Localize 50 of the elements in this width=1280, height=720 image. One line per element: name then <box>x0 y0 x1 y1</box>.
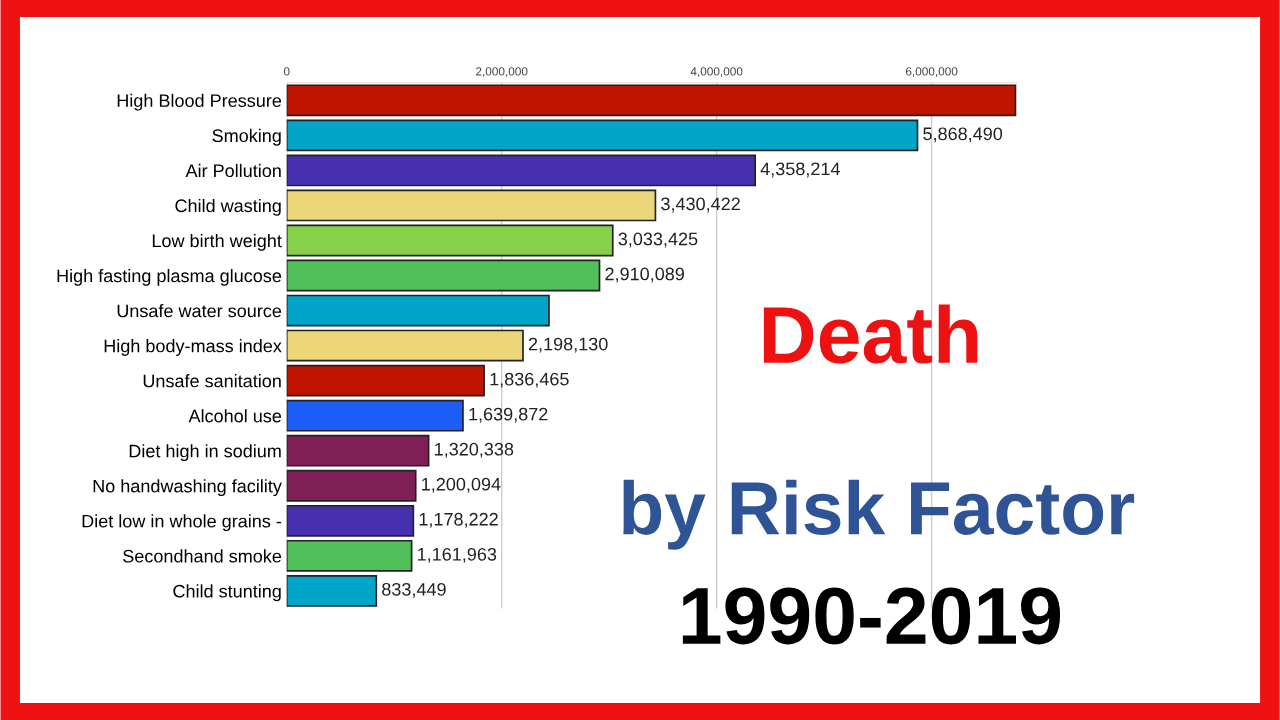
y-tick-label: High fasting plasma glucose <box>57 268 282 286</box>
bar <box>286 399 464 432</box>
data-label: 1,320,338 <box>435 442 514 458</box>
y-tick-label: High body-mass index <box>104 339 282 356</box>
y-tick-label: High Blood Pressure <box>117 93 282 111</box>
data-label: 1,836,465 <box>490 372 569 388</box>
bar <box>286 154 756 187</box>
x-tick-label: 2,000,000 <box>476 67 528 77</box>
data-label: 3,430,422 <box>661 197 740 213</box>
text: by Risk Factor <box>623 479 1135 550</box>
data-label: 833,449 <box>382 582 446 598</box>
x-tick-label: 4,000,000 <box>690 67 743 77</box>
y-tick-label: Unsafe sanitation <box>143 374 281 388</box>
y-tick-label: Child wasting <box>175 198 281 216</box>
bar <box>286 84 1017 117</box>
bar <box>286 504 415 537</box>
bar <box>286 189 657 222</box>
y-tick-label: Child stunting <box>173 584 281 602</box>
data-label: 1,161,963 <box>418 547 497 563</box>
bar <box>286 574 378 607</box>
bar <box>286 434 430 467</box>
x-tick-label: 0 <box>283 67 290 76</box>
bar <box>286 364 485 397</box>
data-label: 1,639,872 <box>469 407 548 423</box>
x-tick-label: 6,000,000 <box>905 67 958 77</box>
y-tick-label: Smoking <box>212 128 281 146</box>
bar <box>286 329 524 362</box>
y-tick-label: Unsafe water source <box>117 304 282 318</box>
text: Death <box>763 304 978 364</box>
y-tick-label: Low birth weight <box>152 233 282 251</box>
bar <box>286 119 919 152</box>
data-label: 3,033,425 <box>618 232 698 248</box>
y-tick-label: Diet high in sodium <box>129 444 281 462</box>
y-tick-label: Alcohol use <box>188 409 282 423</box>
bar <box>286 224 614 257</box>
data-label: 1,200,094 <box>422 477 501 493</box>
y-tick-label: Diet low in whole grains - <box>82 514 282 532</box>
data-label: 5,868,490 <box>923 127 1003 143</box>
data-label: 2,198,130 <box>528 337 608 353</box>
y-tick-label: No handwashing facility <box>93 479 282 497</box>
annotation: 1990-2019 <box>682 587 1061 645</box>
data-label: 2,910,089 <box>605 267 684 283</box>
data-label: 4,358,214 <box>760 162 840 178</box>
data-label: 1,178,222 <box>419 512 498 528</box>
bar <box>286 539 413 572</box>
y-tick-label: Secondhand smoke <box>123 549 282 563</box>
bar <box>286 469 417 502</box>
bar <box>286 259 601 292</box>
bar <box>286 294 550 327</box>
y-tick-label: Air Pollution <box>185 163 281 178</box>
